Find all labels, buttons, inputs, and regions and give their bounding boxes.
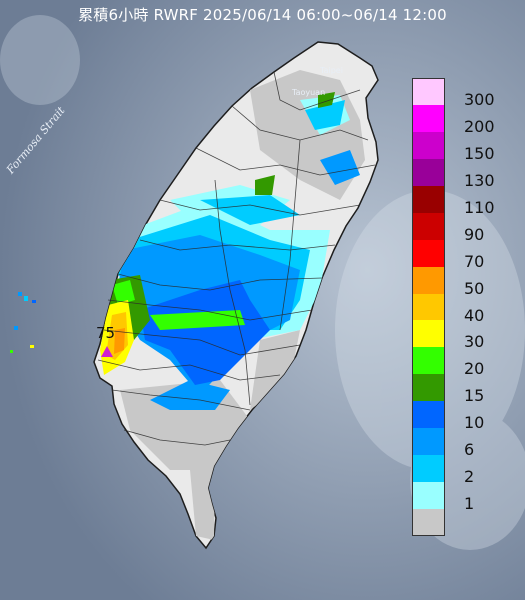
max-rainfall-value: 75 <box>96 324 116 342</box>
legend-swatch <box>412 212 445 240</box>
legend-label: 40 <box>464 305 485 325</box>
legend-label: 150 <box>464 143 495 163</box>
legend-label: 1 <box>464 494 475 514</box>
legend-row: 50 <box>412 266 508 298</box>
legend-label: 300 <box>464 90 495 109</box>
legend-swatch <box>412 482 445 509</box>
legend-label: 2 <box>464 467 475 487</box>
legend-label: 15 <box>464 386 485 406</box>
legend-row: 30 <box>412 320 508 352</box>
legend-row: 200 <box>412 104 508 136</box>
legend-swatch <box>412 428 445 456</box>
legend-swatch <box>412 131 445 159</box>
legend-swatch <box>412 347 445 375</box>
legend-label: 90 <box>464 224 485 244</box>
legend-row: 2 <box>412 455 508 487</box>
legend-swatch <box>412 293 445 321</box>
legend-swatch <box>412 239 445 267</box>
rainfall-layer <box>100 70 365 540</box>
legend-swatch <box>412 104 445 132</box>
place-label-taoyuan: Taoyuan <box>292 88 326 97</box>
legend-row: 150 <box>412 131 508 163</box>
place-label-taipei: Taipei <box>320 66 343 75</box>
legend-swatch <box>412 78 445 105</box>
legend-swatch <box>412 455 445 483</box>
legend-swatch <box>412 509 445 536</box>
county-boundaries <box>97 71 376 446</box>
legend-swatch <box>412 158 445 186</box>
legend-row: 40 <box>412 293 508 325</box>
legend-row: 300 <box>412 78 508 109</box>
legend-label: 6 <box>464 440 475 460</box>
legend-row: 15 <box>412 374 508 406</box>
legend-row: 10 <box>412 401 508 433</box>
legend-label: 30 <box>464 332 485 352</box>
legend-row <box>412 509 508 536</box>
max-rainfall-marker <box>101 346 113 357</box>
legend-row: 1 <box>412 482 508 514</box>
legend-row: 6 <box>412 428 508 460</box>
legend-row: 90 <box>412 212 508 244</box>
legend-label: 200 <box>464 116 495 136</box>
legend-label: 130 <box>464 170 495 190</box>
legend-row: 20 <box>412 347 508 379</box>
color-legend: 300 200 150 130 110 90 70 50 40 30 20 15 10 6 2 1 <box>412 78 508 536</box>
legend-swatch <box>412 185 445 213</box>
legend-row: 130 <box>412 158 508 190</box>
legend-swatch <box>412 266 445 294</box>
legend-swatch <box>412 320 445 348</box>
legend-row: 110 <box>412 185 508 217</box>
legend-label: 110 <box>464 197 495 217</box>
legend-swatch <box>412 374 445 402</box>
legend-label: 70 <box>464 251 485 271</box>
legend-label: 20 <box>464 359 485 379</box>
legend-label: 50 <box>464 278 485 298</box>
legend-swatch <box>412 401 445 429</box>
legend-label: 10 <box>464 413 485 433</box>
map-title: 累積6小時 RWRF 2025/06/14 06:00~06/14 12:00 <box>78 6 447 24</box>
penghu-islands <box>10 292 36 353</box>
legend-row: 70 <box>412 239 508 271</box>
